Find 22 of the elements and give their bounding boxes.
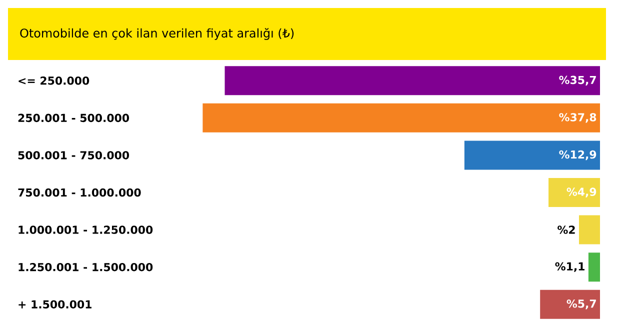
y-tick-label: 750.001 - 1.000.000 [18,188,141,197]
y-tick-label: 1.000.001 - 1.250.000 [18,226,153,234]
y-tick-label: + 1.500.001 [18,300,92,309]
bar [588,252,600,282]
data-label: %12,9 [559,150,596,160]
bar [202,103,600,132]
y-tick-label: 250.001 - 500.000 [18,114,130,122]
bar [224,66,600,96]
y-tick-label: <= 250.000 [18,76,90,85]
data-label: %2 [558,226,575,234]
data-label: %4,9 [566,188,596,198]
bar [548,178,600,208]
y-tick-label: 500.001 - 750.000 [18,151,130,160]
bar [540,290,600,319]
data-label: %1,1 [555,262,584,272]
bar [578,215,600,244]
data-label: %35,7 [559,76,596,86]
y-tick-label: 1.250.001 - 1.500.000 [18,262,153,272]
chart-title: Otomobilde en çok ilan verilen fiyat aralığı (₺) [20,28,294,40]
data-label: %5,7 [566,300,596,310]
bar [464,140,600,170]
data-label: %37,8 [559,113,596,123]
